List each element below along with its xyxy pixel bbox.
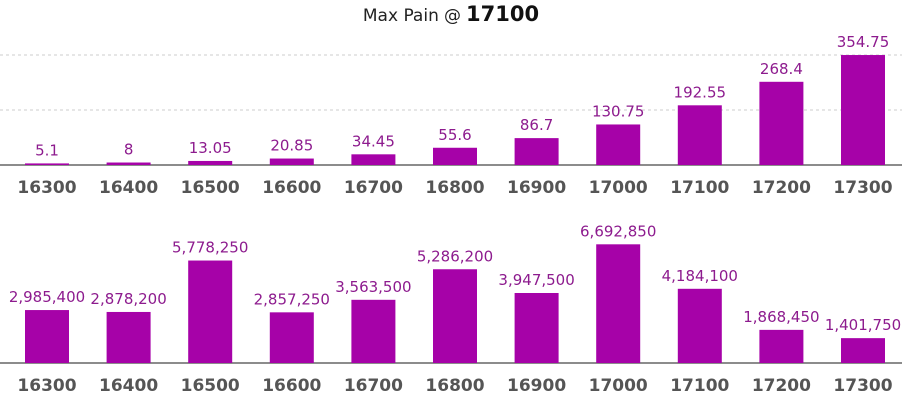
premium-value-label: 8	[124, 141, 134, 159]
premium-value-label: 20.85	[270, 137, 313, 155]
strike-tick-label: 16900	[507, 376, 566, 396]
total-value-label: 3,563,500	[335, 278, 411, 296]
strike-tick-label: 16500	[181, 178, 240, 198]
total-value-label: 2,857,250	[254, 290, 330, 308]
strike-tick-label: 17000	[589, 178, 648, 198]
total-value-label: 5,778,250	[172, 239, 248, 257]
at-symbol: @	[443, 6, 461, 26]
premium-bar[interactable]	[351, 154, 396, 165]
premium-bar[interactable]	[514, 138, 559, 165]
premium-value-label: 130.75	[592, 102, 645, 120]
strike-tick-label: 16700	[344, 376, 403, 396]
strike-tick-label: 16600	[262, 376, 321, 396]
total-value-bar[interactable]	[841, 338, 885, 363]
total-value-bar[interactable]	[25, 310, 69, 363]
total-value-label: 1,401,750	[825, 316, 901, 334]
total-value-bar[interactable]	[351, 299, 396, 363]
total-value-bar[interactable]	[759, 329, 804, 363]
strike-tick-label: 16500	[181, 376, 240, 396]
premium-value-label: 86.7	[520, 116, 553, 134]
max-pain-value: 17100	[466, 2, 540, 26]
premium-value-label: 192.55	[674, 83, 727, 101]
premium-value-label: 5.1	[35, 141, 59, 159]
premium-bar[interactable]	[106, 162, 151, 165]
strike-tick-label: 16300	[17, 376, 76, 396]
total-value-bar[interactable]	[677, 288, 722, 363]
premium-value-label: 55.6	[438, 126, 471, 144]
strike-tick-label: 16700	[344, 178, 403, 198]
premium-bar[interactable]	[759, 81, 804, 165]
premium-bar[interactable]	[433, 147, 477, 165]
strike-tick-label: 17100	[670, 178, 729, 198]
strike-tick-label: 17300	[833, 178, 892, 198]
strike-tick-label: 17200	[752, 376, 811, 396]
premium-bar[interactable]	[188, 160, 233, 165]
total-value-bar[interactable]	[188, 260, 233, 363]
total-value-label: 4,184,100	[662, 267, 738, 285]
premium-value-label: 13.05	[189, 139, 232, 157]
total-value-bar[interactable]	[269, 312, 314, 363]
strike-tick-label: 17000	[589, 376, 648, 396]
max-pain-label: Max Pain	[362, 6, 439, 26]
total-value-bar-chart: 2,985,400 16300 2,878,200 16400 5,778,250 165…	[0, 222, 902, 396]
premium-bar-chart: 5.1 16300 8 16400 13.05 16500 20.85 16600 34.45 1…	[0, 33, 902, 198]
strike-tick-label: 17100	[670, 376, 729, 396]
strike-tick-label: 16300	[17, 178, 76, 198]
total-value-bar[interactable]	[106, 311, 151, 363]
premium-bar[interactable]	[596, 124, 641, 165]
strike-tick-label: 16800	[425, 376, 484, 396]
strike-tick-label: 17300	[833, 376, 892, 396]
strike-tick-label: 16800	[425, 178, 484, 198]
strike-tick-label: 16400	[99, 178, 158, 198]
max-pain-header: Max Pain @ 17100	[0, 2, 902, 26]
premium-bar[interactable]	[841, 55, 885, 166]
total-value-label: 5,286,200	[417, 247, 493, 265]
total-value-bar[interactable]	[514, 292, 559, 363]
total-value-label: 1,868,450	[743, 308, 819, 326]
total-value-label: 2,985,400	[9, 288, 85, 306]
strike-tick-label: 16400	[99, 376, 158, 396]
premium-bar[interactable]	[25, 163, 69, 165]
total-value-label: 3,947,500	[498, 271, 574, 289]
total-value-bar[interactable]	[596, 244, 641, 363]
premium-value-label: 34.45	[352, 132, 395, 150]
premium-value-label: 268.4	[760, 60, 803, 78]
strike-tick-label: 16900	[507, 178, 566, 198]
strike-tick-label: 16600	[262, 178, 321, 198]
total-value-bar[interactable]	[433, 269, 477, 363]
premium-bar[interactable]	[269, 158, 314, 165]
total-value-label: 2,878,200	[90, 290, 166, 308]
premium-bar[interactable]	[677, 105, 722, 165]
premium-value-label: 354.75	[837, 33, 890, 51]
strike-tick-label: 17200	[752, 178, 811, 198]
total-value-label: 6,692,850	[580, 222, 656, 240]
